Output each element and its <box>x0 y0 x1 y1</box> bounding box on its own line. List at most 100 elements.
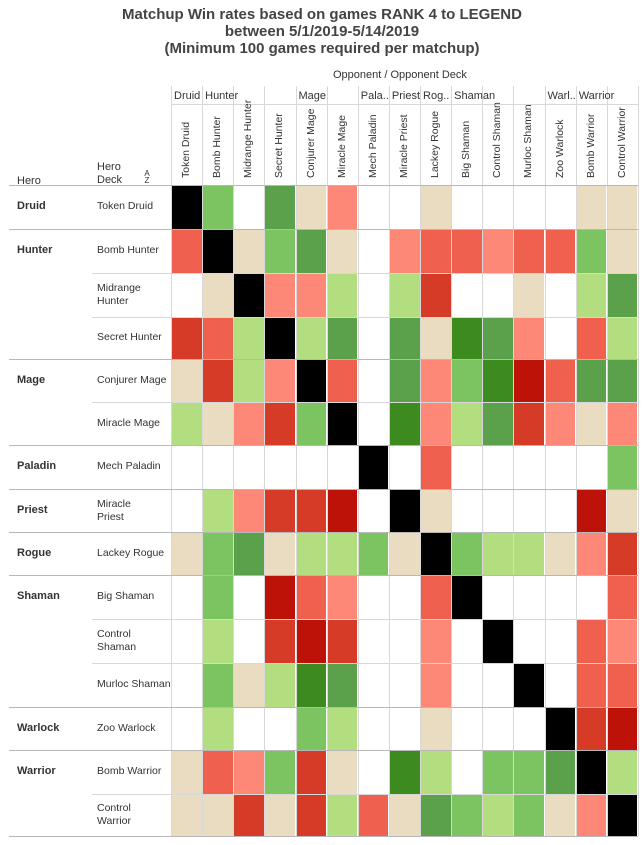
heatmap-cell-secret-hunter[interactable] <box>265 274 295 317</box>
heatmap-cell-mech-paladin[interactable] <box>358 360 389 402</box>
heatmap-cell-token-druid[interactable] <box>172 230 202 273</box>
heatmap-cell-lackey-rogue[interactable] <box>421 533 451 575</box>
heatmap-cell-zoo-warlock[interactable] <box>545 490 576 532</box>
heatmap-cell-murloc-shaman[interactable] <box>514 620 545 663</box>
heatmap-cell-lackey-rogue[interactable] <box>421 751 451 794</box>
heatmap-cell-token-druid[interactable] <box>172 274 202 317</box>
heatmap-cell-token-druid[interactable] <box>172 795 202 836</box>
heatmap-cell-midrange-hunter[interactable] <box>234 708 264 750</box>
heatmap-cell-secret-hunter[interactable] <box>265 576 295 619</box>
heatmap-cell-control-shaman[interactable] <box>483 533 513 575</box>
heatmap-cell-bomb-warrior[interactable] <box>576 360 607 402</box>
heatmap-cell-mech-paladin[interactable] <box>358 751 389 794</box>
heatmap-cell-mech-paladin[interactable] <box>358 576 389 619</box>
heatmap-cell-miracle-priest[interactable] <box>389 274 420 317</box>
heatmap-cell-bomb-hunter[interactable] <box>203 446 233 489</box>
heatmap-cell-lackey-rogue[interactable] <box>421 795 451 836</box>
heatmap-cell-lackey-rogue[interactable] <box>421 274 451 317</box>
heatmap-cell-miracle-priest[interactable] <box>389 186 420 229</box>
heatmap-cell-bomb-warrior[interactable] <box>576 751 607 794</box>
heatmap-cell-miracle-priest[interactable] <box>389 230 420 273</box>
heatmap-cell-token-druid[interactable] <box>172 186 202 229</box>
heatmap-cell-bomb-hunter[interactable] <box>203 533 233 575</box>
heatmap-cell-big-shaman[interactable] <box>452 403 482 445</box>
heatmap-cell-midrange-hunter[interactable] <box>234 576 264 619</box>
heatmap-cell-big-shaman[interactable] <box>452 576 482 619</box>
heatmap-cell-big-shaman[interactable] <box>452 533 482 575</box>
heatmap-cell-midrange-hunter[interactable] <box>234 403 264 445</box>
heatmap-cell-miracle-priest[interactable] <box>389 403 420 445</box>
heatmap-cell-lackey-rogue[interactable] <box>421 708 451 750</box>
heatmap-cell-miracle-priest[interactable] <box>389 751 420 794</box>
heatmap-cell-miracle-mage[interactable] <box>327 318 358 359</box>
heatmap-cell-murloc-shaman[interactable] <box>514 318 545 359</box>
heatmap-cell-mech-paladin[interactable] <box>358 664 389 707</box>
heatmap-cell-midrange-hunter[interactable] <box>234 446 264 489</box>
heatmap-cell-secret-hunter[interactable] <box>265 446 295 489</box>
heatmap-cell-control-warrior[interactable] <box>607 318 638 359</box>
heatmap-cell-miracle-mage[interactable] <box>327 490 358 532</box>
heatmap-cell-bomb-warrior[interactable] <box>576 186 607 229</box>
heatmap-cell-control-warrior[interactable] <box>607 403 638 445</box>
heatmap-cell-mech-paladin[interactable] <box>358 403 389 445</box>
heatmap-cell-miracle-priest[interactable] <box>389 795 420 836</box>
heatmap-cell-big-shaman[interactable] <box>452 795 482 836</box>
heatmap-cell-secret-hunter[interactable] <box>265 533 295 575</box>
heatmap-cell-control-shaman[interactable] <box>483 230 513 273</box>
heatmap-cell-miracle-priest[interactable] <box>389 708 420 750</box>
heatmap-cell-zoo-warlock[interactable] <box>545 318 576 359</box>
heatmap-cell-midrange-hunter[interactable] <box>234 751 264 794</box>
heatmap-cell-midrange-hunter[interactable] <box>234 795 264 836</box>
heatmap-cell-miracle-priest[interactable] <box>389 620 420 663</box>
heatmap-cell-token-druid[interactable] <box>172 403 202 445</box>
heatmap-cell-lackey-rogue[interactable] <box>421 360 451 402</box>
heatmap-cell-control-warrior[interactable] <box>607 274 638 317</box>
heatmap-cell-secret-hunter[interactable] <box>265 664 295 707</box>
heatmap-cell-conjurer-mage[interactable] <box>296 751 327 794</box>
heatmap-cell-token-druid[interactable] <box>172 490 202 532</box>
heatmap-cell-miracle-priest[interactable] <box>389 533 420 575</box>
heatmap-cell-murloc-shaman[interactable] <box>514 230 545 273</box>
heatmap-cell-control-shaman[interactable] <box>483 795 513 836</box>
heatmap-cell-miracle-mage[interactable] <box>327 664 358 707</box>
heatmap-cell-midrange-hunter[interactable] <box>234 360 264 402</box>
heatmap-cell-miracle-mage[interactable] <box>327 708 358 750</box>
heatmap-cell-control-warrior[interactable] <box>607 795 638 836</box>
heatmap-cell-control-warrior[interactable] <box>607 360 638 402</box>
heatmap-cell-lackey-rogue[interactable] <box>421 620 451 663</box>
heatmap-cell-zoo-warlock[interactable] <box>545 620 576 663</box>
heatmap-cell-miracle-mage[interactable] <box>327 446 358 489</box>
heatmap-cell-miracle-mage[interactable] <box>327 360 358 402</box>
heatmap-cell-conjurer-mage[interactable] <box>296 576 327 619</box>
heatmap-cell-big-shaman[interactable] <box>452 664 482 707</box>
heatmap-cell-bomb-hunter[interactable] <box>203 230 233 273</box>
heatmap-cell-big-shaman[interactable] <box>452 490 482 532</box>
heatmap-cell-zoo-warlock[interactable] <box>545 751 576 794</box>
heatmap-cell-bomb-hunter[interactable] <box>203 664 233 707</box>
heatmap-cell-control-warrior[interactable] <box>607 576 638 619</box>
heatmap-cell-secret-hunter[interactable] <box>265 230 295 273</box>
heatmap-cell-miracle-priest[interactable] <box>389 446 420 489</box>
heatmap-cell-big-shaman[interactable] <box>452 751 482 794</box>
heatmap-cell-bomb-hunter[interactable] <box>203 403 233 445</box>
heatmap-cell-lackey-rogue[interactable] <box>421 318 451 359</box>
heatmap-cell-miracle-priest[interactable] <box>389 318 420 359</box>
heatmap-cell-token-druid[interactable] <box>172 576 202 619</box>
heatmap-cell-token-druid[interactable] <box>172 708 202 750</box>
heatmap-cell-token-druid[interactable] <box>172 360 202 402</box>
heatmap-cell-zoo-warlock[interactable] <box>545 403 576 445</box>
heatmap-cell-bomb-warrior[interactable] <box>576 230 607 273</box>
heatmap-cell-bomb-hunter[interactable] <box>203 620 233 663</box>
heatmap-cell-miracle-mage[interactable] <box>327 795 358 836</box>
heatmap-cell-murloc-shaman[interactable] <box>514 708 545 750</box>
heatmap-cell-bomb-warrior[interactable] <box>576 708 607 750</box>
heatmap-cell-murloc-shaman[interactable] <box>514 360 545 402</box>
heatmap-cell-control-shaman[interactable] <box>483 576 513 619</box>
heatmap-cell-big-shaman[interactable] <box>452 186 482 229</box>
heatmap-cell-zoo-warlock[interactable] <box>545 795 576 836</box>
heatmap-cell-bomb-warrior[interactable] <box>576 274 607 317</box>
heatmap-cell-murloc-shaman[interactable] <box>514 490 545 532</box>
heatmap-cell-murloc-shaman[interactable] <box>514 186 545 229</box>
heatmap-cell-control-warrior[interactable] <box>607 230 638 273</box>
heatmap-cell-control-warrior[interactable] <box>607 446 638 489</box>
